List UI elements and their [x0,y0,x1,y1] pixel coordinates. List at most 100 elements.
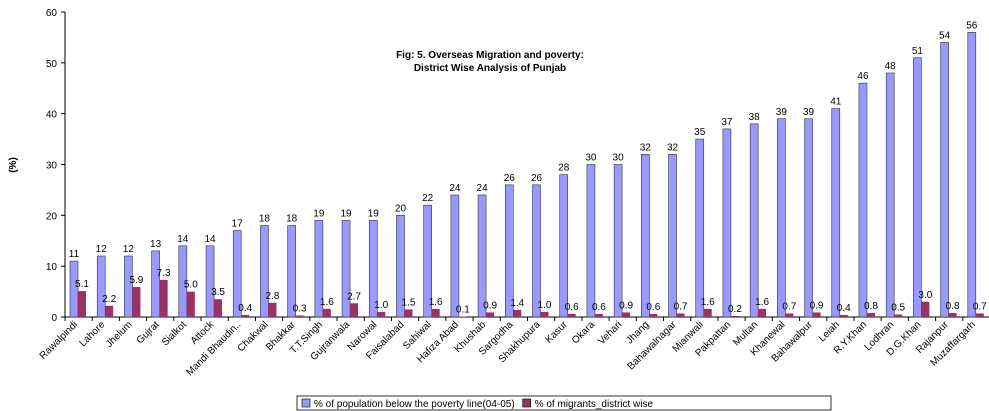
data-label: 0.2 [728,304,742,315]
data-label: 7.3 [157,268,171,279]
data-label: 0.8 [946,301,960,312]
bar [295,315,304,317]
bar [777,118,786,318]
data-label: 17 [232,219,244,230]
data-label: 38 [749,112,761,123]
data-label: 0.6 [592,302,606,313]
x-tick-label: Leiah [817,319,842,344]
data-label: 0.9 [810,300,824,311]
data-label: 19 [368,208,380,219]
bar [948,312,957,317]
bar [839,314,848,317]
chart-title: Fig: 5. Overseas Migration and poverty: [396,50,584,61]
data-label: 24 [449,183,461,194]
data-label: 3.0 [918,290,932,301]
bar [205,245,215,318]
bar [396,215,405,318]
data-label: 37 [721,117,733,128]
data-label: 0.7 [782,301,796,312]
data-label: 19 [340,208,352,219]
data-label: 0.9 [483,300,497,311]
bar [477,194,487,318]
x-tick-label: Rawalpindi [38,319,80,361]
y-tick-label: 20 [46,211,58,222]
data-label: 51 [912,46,924,57]
data-label: 18 [259,214,271,225]
data-label: 14 [204,234,216,245]
data-label: 46 [857,71,869,82]
bar [350,303,359,317]
bar [377,311,386,317]
data-label: 0.7 [973,301,987,312]
y-tick-label: 30 [46,161,58,172]
data-label: 30 [585,153,597,164]
bar [423,204,432,318]
bar [450,194,460,318]
bar [341,220,351,318]
legend-swatch [301,398,311,408]
bar [78,291,86,317]
data-label: 54 [939,31,951,42]
bar [268,302,277,317]
bar [404,309,413,317]
bar [96,255,106,318]
y-tick-label: 10 [46,262,58,273]
bar [885,72,895,318]
data-label: 26 [504,173,516,184]
bar [151,250,160,318]
data-label: 13 [150,239,162,250]
data-label: 1.0 [538,300,552,311]
data-label: 1.4 [510,298,524,309]
data-label: 0.8 [864,301,878,312]
data-label: 2.7 [347,291,361,302]
bar [105,305,114,317]
data-label: 35 [694,127,706,138]
data-label: 20 [395,203,407,214]
data-label: 39 [776,107,788,118]
bar [668,154,677,318]
bar [431,308,440,317]
data-label: 5.0 [184,280,198,291]
data-label: 0.9 [619,300,633,311]
data-label: 1.6 [701,297,715,308]
y-tick-label: 50 [46,59,58,70]
bar [586,164,596,318]
data-label: 2.2 [102,294,116,305]
bar [486,312,495,317]
bar [858,82,868,318]
x-tick-label: Lahore [78,319,108,349]
bar [567,313,576,317]
data-label: 32 [667,142,679,153]
data-label: 1.5 [402,297,416,308]
bar [894,314,903,317]
data-label: 30 [613,153,625,164]
data-label: 24 [477,183,489,194]
bar [594,313,603,317]
bar [730,315,739,317]
data-label: 26 [531,173,543,184]
data-label: 28 [558,163,570,174]
data-label: 5.1 [75,279,89,290]
data-label: 11 [69,249,80,260]
data-label: 1.6 [320,297,334,308]
x-tick-label: Vehari [596,319,624,347]
data-label: 1.6 [755,297,769,308]
data-label: 5.9 [129,275,143,286]
bar [132,287,141,317]
data-label: 0.4 [238,303,252,314]
bar [69,260,79,318]
data-label: 14 [177,234,189,245]
data-label: 0.6 [565,302,579,313]
bar [214,299,223,317]
bar [178,245,188,318]
bar [622,312,631,317]
bar [368,220,378,318]
bar [458,316,467,317]
bar [641,154,650,318]
y-axis-label: (%) [8,157,19,173]
bar [513,309,522,317]
bar [322,308,331,317]
data-label: 12 [123,244,135,255]
bar [540,311,549,317]
x-tick-label: Sialkot [160,319,189,348]
